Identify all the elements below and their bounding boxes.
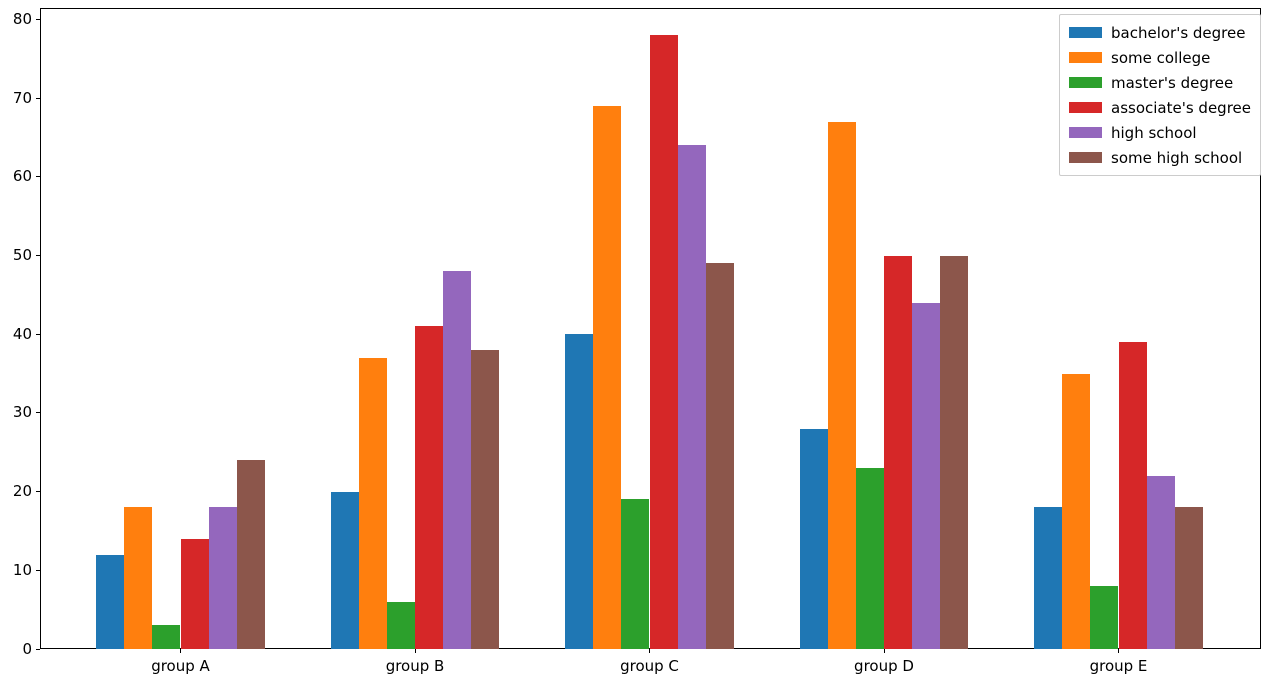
y-tick-label: 20	[12, 482, 32, 501]
bar	[1118, 342, 1147, 649]
bar	[443, 271, 472, 649]
bar	[565, 334, 594, 649]
bar	[1062, 373, 1091, 649]
x-tick-label: group E	[1089, 657, 1148, 675]
legend-entry: associate's degree	[1069, 95, 1251, 120]
bar	[96, 554, 125, 649]
x-tick-mark	[1118, 649, 1119, 653]
x-tick-label: group C	[620, 657, 679, 675]
bar	[940, 255, 969, 649]
y-tick-label: 50	[12, 246, 32, 264]
y-tick-mark	[36, 176, 40, 178]
legend-swatch	[1069, 152, 1102, 163]
bar	[386, 601, 415, 649]
bar	[855, 467, 884, 649]
y-tick-label: 80	[12, 9, 32, 28]
y-tick-label: 0	[22, 639, 32, 658]
legend-label: bachelor's degree	[1111, 23, 1246, 42]
legend: bachelor's degree some college master's de…	[1059, 14, 1261, 176]
y-tick-mark	[36, 569, 40, 571]
legend-entry: master's degree	[1069, 70, 1251, 95]
bar	[152, 625, 181, 649]
y-tick-mark	[36, 412, 40, 414]
bar	[415, 326, 444, 649]
bar	[236, 460, 265, 649]
legend-label: some high school	[1111, 148, 1243, 167]
x-tick-label: group B	[385, 657, 445, 675]
bar	[124, 507, 153, 649]
y-tick-mark	[36, 18, 40, 20]
x-tick-label: group D	[854, 657, 914, 675]
bar	[799, 428, 828, 649]
legend-entry: high school	[1069, 120, 1251, 145]
bar	[912, 302, 941, 649]
legend-swatch	[1069, 77, 1102, 88]
x-tick-mark	[414, 649, 416, 653]
legend-swatch	[1069, 102, 1102, 113]
bar	[1090, 586, 1119, 649]
legend-entry: bachelor's degree	[1069, 20, 1251, 45]
y-tick-mark	[36, 255, 40, 256]
x-tick-mark	[649, 649, 650, 653]
y-tick-mark	[36, 491, 40, 493]
legend-entry: some high school	[1069, 145, 1251, 170]
x-tick-mark	[883, 649, 885, 653]
bar	[330, 491, 359, 649]
legend-entry: some college	[1069, 45, 1251, 70]
bar	[1146, 475, 1175, 649]
bar	[471, 349, 500, 649]
y-tick-label: 40	[12, 324, 32, 343]
x-tick-mark	[180, 649, 181, 653]
legend-label: some college	[1111, 48, 1211, 67]
bar	[621, 499, 650, 649]
x-tick-label: group A	[151, 657, 210, 675]
y-tick-mark	[36, 97, 40, 99]
legend-swatch	[1069, 27, 1102, 38]
bar	[208, 507, 237, 649]
bar	[705, 263, 734, 649]
bar	[1034, 507, 1063, 649]
y-tick-mark	[36, 648, 40, 650]
bar	[1174, 507, 1203, 649]
y-tick-mark	[36, 333, 40, 335]
legend-swatch	[1069, 127, 1102, 138]
y-tick-label: 30	[12, 403, 32, 422]
bar	[884, 255, 913, 649]
legend-swatch	[1069, 52, 1102, 63]
bar	[358, 357, 387, 649]
legend-label: high school	[1111, 123, 1197, 142]
bar	[593, 105, 622, 649]
bar	[649, 35, 678, 649]
legend-label: master's degree	[1111, 73, 1234, 92]
bar	[180, 538, 209, 649]
y-tick-label: 70	[12, 88, 32, 107]
legend-label: associate's degree	[1111, 98, 1251, 117]
y-tick-label: 10	[12, 560, 32, 579]
bar	[677, 145, 706, 649]
y-tick-label: 60	[12, 167, 32, 186]
bar	[827, 121, 856, 649]
